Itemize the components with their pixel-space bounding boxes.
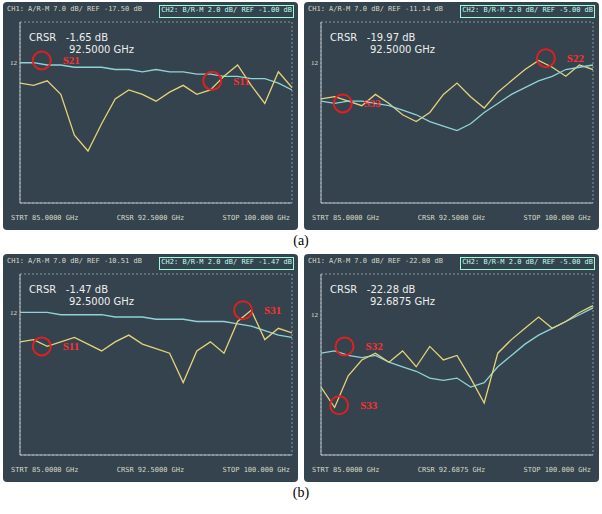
html-text:STOP 100.000 GHz: STOP 100.000 GHz	[222, 466, 290, 474]
html-text:CRSR 92.5000 GHz: CRSR 92.5000 GHz	[116, 214, 185, 222]
html-text:-22.28 dB: -22.28 dB	[366, 284, 416, 295]
html-text:-19.97 dB: -19.97 dB	[366, 32, 416, 43]
html-text:CRSR: CRSR	[29, 32, 57, 43]
svg-text:S31: S31	[264, 304, 281, 316]
html-text:STOP 100.000 GHz: STOP 100.000 GHz	[222, 214, 290, 222]
html-text:CRSR 92.5000 GHz: CRSR 92.5000 GHz	[116, 466, 185, 474]
html-text:CRSR: CRSR	[330, 32, 358, 43]
html-text:CRSR: CRSR	[330, 284, 358, 295]
html-text:CH1: A/R-M 7.0 dB/ REF -17.50: CH1: A/R-M 7.0 dB/ REF -17.50 dB	[7, 5, 142, 13]
svg-text:S33: S33	[360, 399, 378, 411]
svg-text:S11: S11	[233, 75, 250, 87]
svg-text:12: 12	[311, 311, 319, 319]
html-text:CH2: B/R-M 2.0 dB/ REF -1.47 d: CH2: B/R-M 2.0 dB/ REF -1.47 dB	[161, 258, 292, 266]
html-text:92.5000 GHz: 92.5000 GHz	[69, 296, 135, 307]
html-text:CH1: A/R-M 7.0 dB/ REF -10.51: CH1: A/R-M 7.0 dB/ REF -10.51 dB	[7, 257, 142, 265]
html-text:92.5000 GHz: 92.5000 GHz	[370, 44, 436, 55]
svg-text:12: 12	[311, 59, 319, 67]
html-text:-1.65 dB: -1.65 dB	[65, 32, 108, 43]
html-text:STRT 85.0000 GHz: STRT 85.0000 GHz	[11, 466, 79, 474]
html-text:STOP 100.000 GHz: STOP 100.000 GHz	[523, 466, 591, 474]
html-text:CRSR 92.5000 GHz: CRSR 92.5000 GHz	[417, 214, 486, 222]
html-text:92.6875 GHz: 92.6875 GHz	[370, 296, 436, 307]
html-text:(b): (b)	[292, 485, 310, 500]
svg-text:S33: S33	[364, 97, 382, 109]
html-text:STRT 85.0000 GHz: STRT 85.0000 GHz	[312, 214, 380, 222]
svg-text:12: 12	[10, 59, 18, 67]
html-text:CRSR: CRSR	[29, 284, 57, 295]
svg-text:S22: S22	[567, 52, 585, 64]
html-text:STRT 85.0000 GHz: STRT 85.0000 GHz	[11, 214, 79, 222]
html-text:(a): (a)	[293, 233, 309, 248]
html-text:92.5000 GHz: 92.5000 GHz	[69, 44, 135, 55]
html-text:CH1: A/R-M 7.0 dB/ REF -22.80: CH1: A/R-M 7.0 dB/ REF -22.80 dB	[308, 257, 443, 265]
html-text:CRSR 92.6875 GHz: CRSR 92.6875 GHz	[417, 466, 486, 474]
html-text:STOP 100.000 GHz: STOP 100.000 GHz	[523, 214, 591, 222]
svg-text:S32: S32	[366, 340, 384, 352]
html-text:CH2: B/R-M 2.0 dB/ REF -5.00 d: CH2: B/R-M 2.0 dB/ REF -5.00 dB	[462, 6, 593, 14]
html-text:-1.47 dB: -1.47 dB	[65, 284, 108, 295]
html-text:STRT 85.0000 GHz: STRT 85.0000 GHz	[312, 466, 380, 474]
html-text:CH2: B/R-M 2.0 dB/ REF -5.00 d: CH2: B/R-M 2.0 dB/ REF -5.00 dB	[462, 258, 593, 266]
svg-text:S21: S21	[63, 54, 80, 66]
svg-text:S11: S11	[63, 340, 80, 352]
html-text:CH2: B/R-M 2.0 dB/ REF -1.00 d: CH2: B/R-M 2.0 dB/ REF -1.00 dB	[161, 6, 292, 14]
svg-text:12: 12	[10, 309, 18, 317]
html-text:CH1: A/R-M 7.0 dB/ REF -11.14: CH1: A/R-M 7.0 dB/ REF -11.14 dB	[308, 5, 443, 13]
